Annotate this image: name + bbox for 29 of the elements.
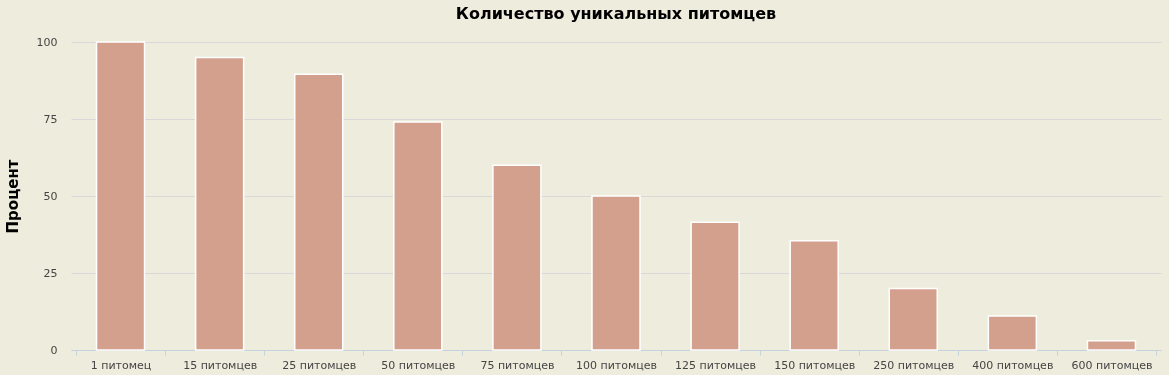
x-tick-label: 75 питомцев: [480, 358, 555, 372]
x-tick-label: 15 питомцев: [183, 358, 258, 372]
x-tick-label: 50 питомцев: [381, 358, 456, 372]
chart-title: Количество уникальных питомцев: [455, 4, 777, 23]
x-tick-label: 125 питомцев: [675, 358, 757, 372]
bar: [293, 73, 344, 351]
bar: [95, 41, 146, 351]
bar: [888, 287, 939, 351]
bar: [1086, 340, 1137, 351]
bar: [393, 121, 443, 351]
x-tick-label: 25 питомцев: [282, 358, 357, 372]
y-tick-label: 75: [43, 112, 58, 126]
y-tick-label: 100: [36, 35, 58, 49]
y-tick-label: 25: [43, 266, 58, 280]
x-tick-label: 100 питомцев: [575, 358, 658, 372]
bar: [789, 239, 839, 351]
x-tick-label: 150 питомцев: [774, 358, 856, 372]
bar: [591, 195, 641, 351]
y-tick-label: 50: [43, 189, 58, 203]
bar: [492, 164, 542, 351]
y-axis-title: Процент: [3, 159, 22, 234]
x-tick-label: 1 питомец: [90, 358, 152, 372]
bar: [194, 56, 245, 351]
x-tick-label: 250 питомцев: [873, 358, 955, 372]
y-tick-label: 0: [50, 343, 58, 357]
bar: [987, 315, 1038, 351]
x-tick-label: 400 питомцев: [972, 358, 1054, 372]
bar: [690, 221, 740, 351]
x-tick-label: 600 питомцев: [1071, 358, 1153, 372]
